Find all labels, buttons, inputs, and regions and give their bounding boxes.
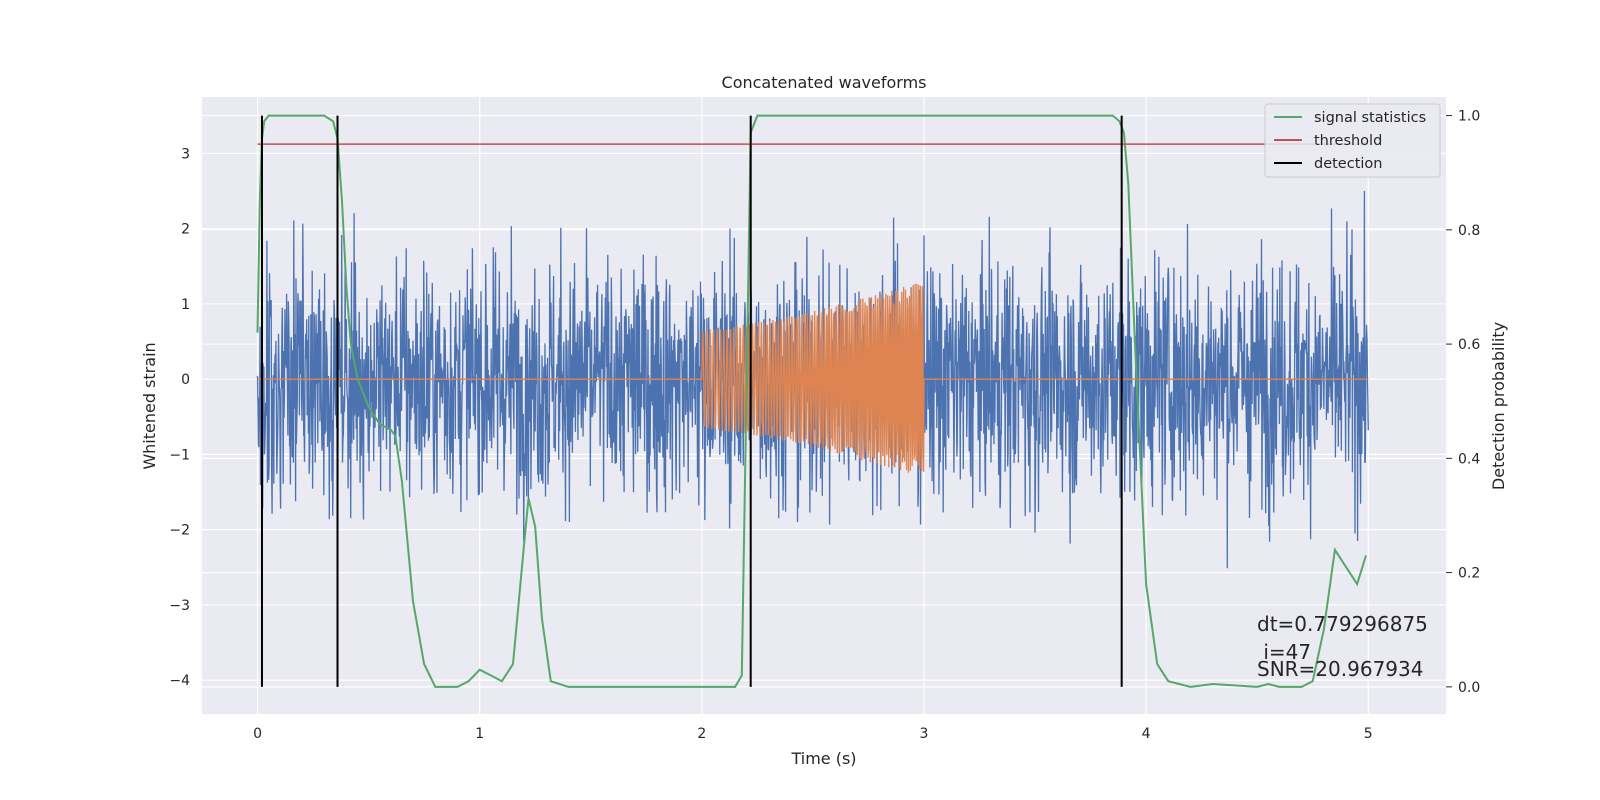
y-tick-label: −4 [169,673,190,689]
y2-tick-label: 0.4 [1458,451,1480,467]
y2-tick-label: 1.0 [1458,109,1480,125]
x-tick-label: 1 [475,726,484,742]
y-tick-label: 2 [181,222,190,238]
legend-box [1264,103,1441,178]
y-tick-label: −1 [169,447,190,463]
y-tick-label: 1 [181,297,190,313]
x-tick-label: 0 [253,726,262,742]
y-tick-label: −3 [169,598,190,614]
y2-tick-label: 0.8 [1458,223,1480,239]
x-axis-label: Time (s) [790,749,856,768]
detection-series [260,115,1123,687]
legend-label-signal-statistics: signal statistics [1314,110,1426,126]
y-tick-label: −2 [169,523,190,539]
injected-line [257,283,1369,473]
x-tick-label: 3 [920,726,929,742]
y2-tick-label: 0.2 [1458,566,1480,582]
annotation: dt=0.779296875 i=47 SNR=20.967934 [1257,612,1428,681]
x-tick-label: 5 [1364,726,1373,742]
legend-label-threshold: threshold [1314,133,1382,149]
legend: signal statistics threshold detection [1264,103,1441,178]
legend-label-detection: detection [1314,156,1382,172]
y-tick-label: 0 [181,372,190,388]
y2-axis-label: Detection probability [1489,322,1508,490]
x-tick-label: 4 [1142,726,1151,742]
y2-tick-label: 0.0 [1458,680,1480,696]
chart-title: Concatenated waveforms [722,73,927,92]
y2-tick-label: 0.6 [1458,337,1480,353]
y-tick-label: 3 [181,146,190,162]
annotation-snr: SNR=20.967934 [1257,657,1423,681]
y-axis-label: Whitened strain [140,342,159,469]
x-tick-label: 2 [697,726,706,742]
annotation-index: i=47 [1257,640,1311,664]
annotation-dt: dt=0.779296875 [1257,612,1428,636]
axis-ticks: 0 1 2 3 4 5 −4 −3 −2 −1 0 1 2 3 0.0 0.2 0.4 0.6 0.8 1.0 [169,109,1480,742]
signal-statistics-series [256,114,1367,688]
signal-statistics-line [256,114,1367,688]
injected-waveform-series [257,283,1369,473]
